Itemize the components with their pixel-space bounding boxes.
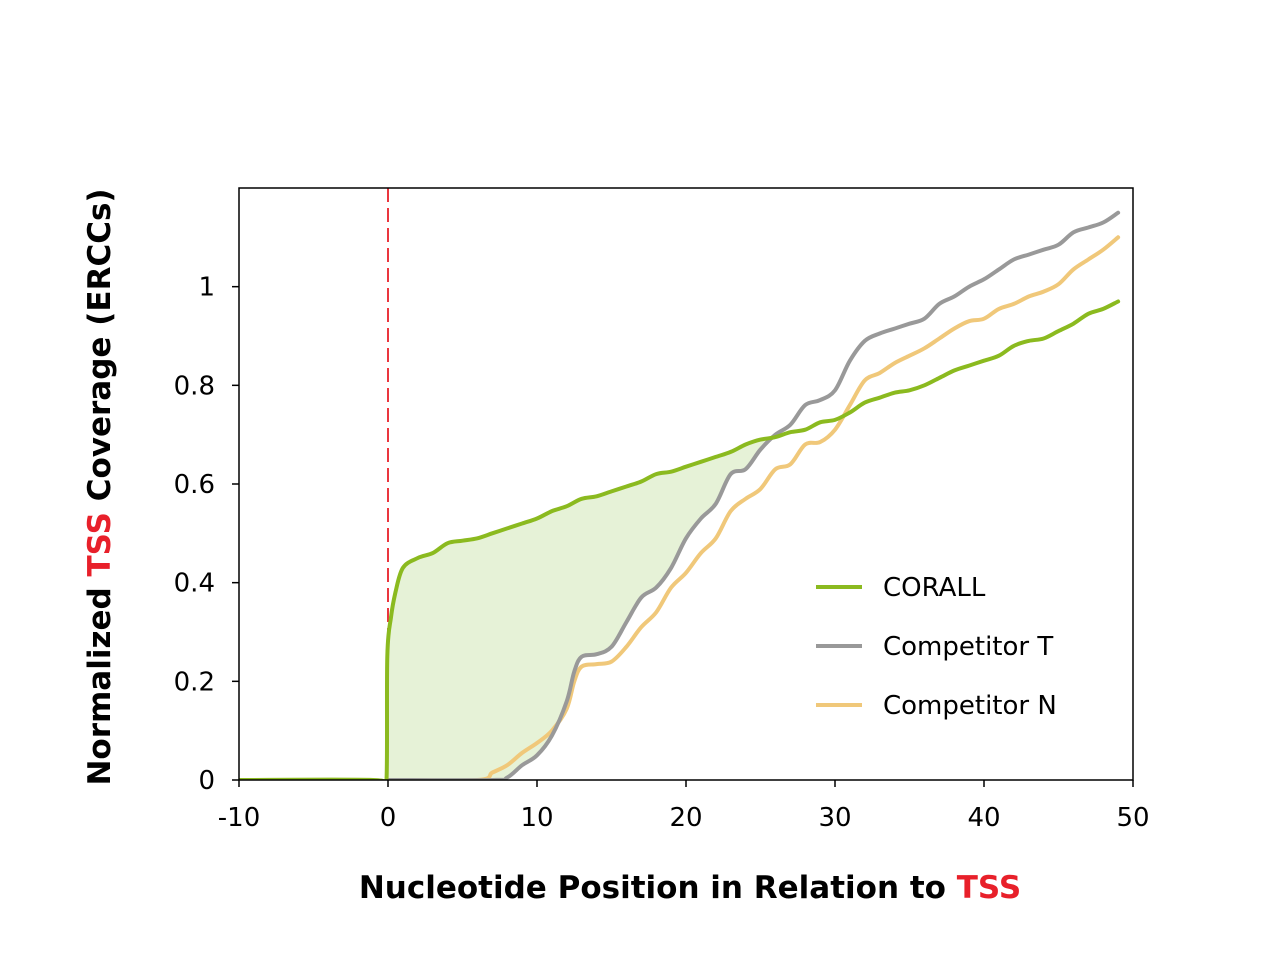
y-tick-label: 0.4: [174, 569, 215, 599]
x-axis-title: Nucleotide Position in Relation to TSS: [359, 870, 1021, 906]
y-tick-label: 0.6: [174, 470, 215, 500]
legend: CORALL Competitor T Competitor N: [816, 573, 1057, 721]
series-layer: [239, 210, 1121, 780]
y-tick-label: 0.8: [174, 371, 215, 401]
x-tick-label: 20: [669, 803, 702, 833]
shaded-area: [388, 437, 771, 780]
legend-label: Competitor N: [883, 691, 1057, 721]
y-tick-label: 0: [198, 766, 215, 796]
legend-label: Competitor T: [883, 632, 1053, 662]
x-tick-label: 40: [967, 803, 1000, 833]
shaded-region: [388, 437, 771, 780]
series-line-competitor-t: [386, 210, 1121, 780]
y-axis: 0 0.2 0.4 0.6 0.8 1: [174, 273, 239, 796]
series-line-competitor-n: [386, 235, 1121, 780]
x-axis: -10 0 10 20 30 40 50: [218, 780, 1150, 833]
y-axis-title: Normalized TSS Coverage (ERCCs): [82, 188, 118, 785]
x-tick-label: -10: [218, 803, 260, 833]
series-line-corall: [239, 299, 1121, 780]
x-tick-label: 0: [380, 803, 397, 833]
y-tick-label: 0.2: [174, 667, 215, 697]
y-tick-label: 1: [198, 273, 215, 303]
legend-label: CORALL: [883, 573, 986, 603]
x-tick-label: 50: [1116, 803, 1149, 833]
x-tick-label: 10: [520, 803, 553, 833]
x-tick-label: 30: [818, 803, 851, 833]
